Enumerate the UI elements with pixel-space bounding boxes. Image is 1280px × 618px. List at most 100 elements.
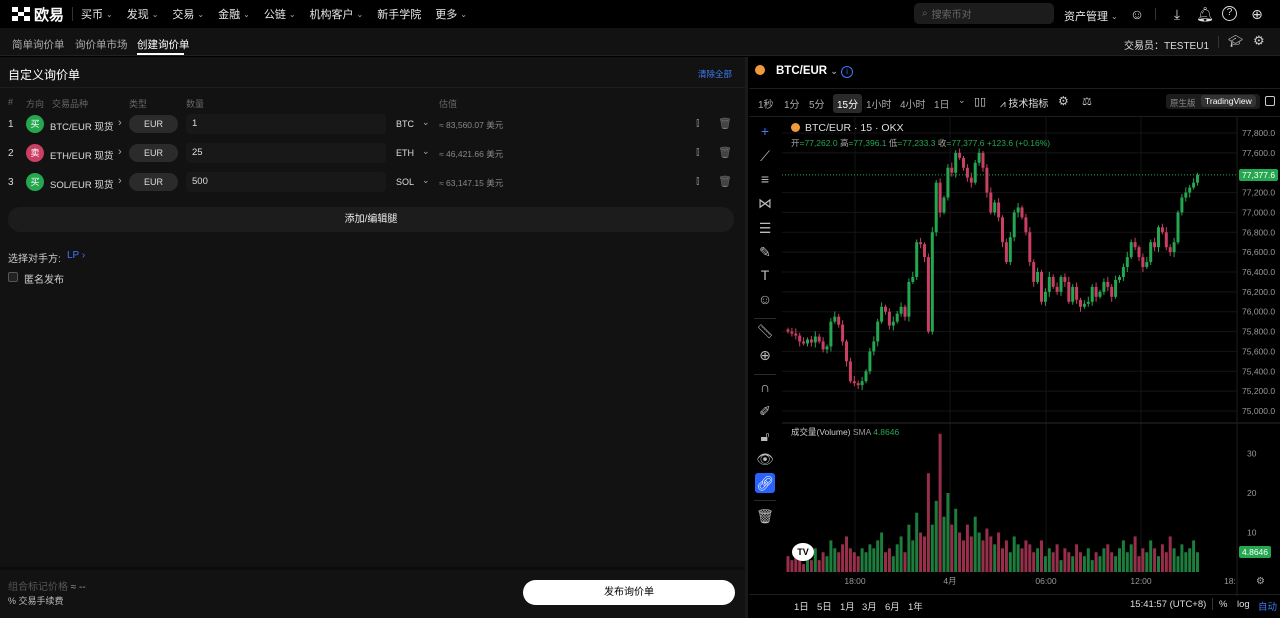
axis-settings-icon[interactable]: ⚙ (1256, 576, 1265, 587)
compare-icon[interactable]: ⚖ (1082, 96, 1092, 108)
trash-icon[interactable]: 🗑︎ (718, 118, 732, 130)
panel-resize-handle[interactable] (745, 57, 748, 618)
tab-create-rfq[interactable]: 创建询价单 (137, 39, 190, 51)
instrument-name[interactable]: BTC/EUR 现货 (50, 122, 114, 133)
quantity-input[interactable]: 25 (186, 143, 386, 163)
chevron-down-icon[interactable]: ⌄ (958, 95, 966, 105)
percent-toggle[interactable]: % (1219, 599, 1228, 610)
range-0[interactable]: 1日 (794, 602, 809, 613)
help-icon[interactable]: ? (1222, 6, 1237, 21)
nav-item[interactable]: 发现 ⌄ (127, 6, 159, 22)
range-5[interactable]: 1年 (908, 602, 923, 613)
timeframe-4[interactable]: 1小时 (866, 100, 892, 111)
trash-icon[interactable]: 🗑︎ (718, 176, 732, 188)
publish-rfq-button[interactable]: 发布询价单 (523, 580, 735, 605)
unit-selector[interactable]: ETH (396, 148, 414, 158)
type-button[interactable]: EUR (129, 144, 178, 162)
bell-icon[interactable]: 🔔︎ (1196, 6, 1214, 22)
parallel-lines-icon[interactable]: ≡ (760, 171, 770, 187)
search-input[interactable]: ⌕ 搜索币对 (914, 3, 1054, 24)
timeframe-3[interactable]: 15分 (833, 94, 863, 113)
type-button[interactable]: EUR (129, 115, 178, 133)
nav-item[interactable]: 新手学院 (377, 6, 421, 22)
view-native-button[interactable]: 原生版 (1170, 98, 1196, 108)
text-icon[interactable]: T (760, 267, 770, 283)
nav-item[interactable]: 更多 ⌄ (435, 6, 467, 22)
tab-simple-rfq[interactable]: 简单询价单 (12, 39, 65, 51)
pair-selector[interactable]: BTC/EUR ⌄ (776, 65, 838, 77)
trading-fee-link[interactable]: % 交易手续费 (8, 596, 64, 606)
asset-management-menu[interactable]: 资产管理 ⌄ (1064, 8, 1118, 24)
okx-logo[interactable]: 欧易 (12, 4, 64, 25)
log-toggle[interactable]: log (1237, 599, 1250, 610)
chart-toggle-icon[interactable]: ⫾ (696, 117, 700, 129)
chevron-right-icon[interactable]: › (118, 175, 122, 187)
chart-settings-icon[interactable]: ⚙ (1058, 94, 1069, 108)
nav-item[interactable]: 公链 ⌄ (264, 6, 296, 22)
user-icon[interactable]: ☺ (1129, 6, 1145, 22)
chart-toggle-icon[interactable]: ⫾ (696, 146, 700, 158)
nav-item[interactable]: 交易 ⌄ (172, 6, 204, 22)
chevron-right-icon[interactable]: › (118, 117, 122, 129)
download-icon[interactable]: ⤓ (1173, 6, 1181, 22)
chart-toggle-icon[interactable]: ⫾ (696, 175, 700, 187)
nav-item[interactable]: 买币 ⌄ (81, 6, 113, 22)
side-badge[interactable]: 卖 (26, 144, 44, 162)
clear-all-button[interactable]: 清除全部 (698, 69, 733, 79)
academy-icon[interactable]: 🎓︎ (1228, 34, 1244, 48)
info-icon[interactable]: i (841, 66, 853, 78)
zoom-in-icon[interactable]: ⊕ (759, 347, 771, 363)
chevron-right-icon[interactable]: › (118, 146, 122, 158)
globe-icon[interactable]: ⊕ (1251, 6, 1263, 22)
magnet-icon[interactable]: ∩ (759, 379, 771, 395)
chevron-down-icon[interactable]: ⌄ (422, 117, 430, 127)
unit-selector[interactable]: SOL (395, 177, 414, 187)
lock-icon[interactable]: 🔓︎ (760, 428, 770, 444)
timeframe-0[interactable]: 1秒 (758, 100, 774, 111)
type-button[interactable]: EUR (129, 173, 178, 191)
nav-item[interactable]: 机构客户 ⌄ (310, 6, 364, 22)
emoji-icon[interactable]: ☺ (757, 291, 773, 307)
quantity-input[interactable]: 1 (186, 114, 386, 134)
fib-icon[interactable]: ☰ (758, 220, 772, 236)
trash-icon[interactable]: 🗑︎ (756, 508, 774, 524)
crosshair-icon[interactable]: + (760, 123, 770, 139)
quantity-input[interactable]: 500 (186, 172, 386, 192)
ruler-icon[interactable]: 📏︎ (756, 323, 774, 339)
link-icon[interactable]: 🔗︎ (755, 473, 775, 493)
range-3[interactable]: 3月 (862, 602, 877, 613)
indicators-button[interactable]: ⩘ 技术指标 (1000, 95, 1048, 110)
chevron-down-icon[interactable]: ⌄ (422, 175, 430, 185)
candle-type-icon[interactable]: ▯▯ (974, 96, 987, 108)
range-4[interactable]: 6月 (885, 602, 900, 613)
timeframe-5[interactable]: 4小时 (900, 100, 926, 111)
tradingview-logo[interactable]: TV (792, 543, 814, 561)
nav-item[interactable]: 金融 ⌄ (218, 6, 250, 22)
timeframe-1[interactable]: 1分 (784, 100, 800, 111)
trend-line-icon[interactable]: ⟋ (760, 148, 770, 164)
side-badge[interactable]: 买 (26, 173, 44, 191)
lock-drawing-icon[interactable]: ✐ (759, 403, 771, 419)
pattern-icon[interactable]: ⋈ (758, 195, 772, 211)
range-2[interactable]: 1月 (840, 602, 855, 613)
anonymous-checkbox[interactable] (8, 272, 18, 282)
instrument-name[interactable]: SOL/EUR 现货 (50, 180, 114, 191)
timeframe-6[interactable]: 1日 (934, 100, 950, 111)
auto-toggle[interactable]: 自动 (1258, 602, 1278, 613)
counterparty-selector[interactable]: LP › (67, 250, 85, 261)
add-edit-legs-button[interactable]: 添加/编辑腿 (8, 207, 734, 232)
side-badge[interactable]: 买 (26, 115, 44, 133)
instrument-name[interactable]: ETH/EUR 现货 (50, 151, 114, 162)
timeframe-2[interactable]: 5分 (809, 100, 825, 111)
trash-icon[interactable]: 🗑︎ (718, 147, 732, 159)
view-tradingview-button[interactable]: TradingView (1201, 95, 1256, 107)
tab-rfq-market[interactable]: 询价单市场 (75, 39, 128, 51)
range-1[interactable]: 5日 (817, 602, 832, 613)
eye-icon[interactable]: 👁︎ (756, 451, 774, 467)
unit-selector[interactable]: BTC (396, 119, 414, 129)
settings-icon[interactable]: ⚙ (1253, 33, 1265, 48)
brush-icon[interactable]: ✎ (759, 244, 771, 260)
chevron-down-icon[interactable]: ⌄ (422, 146, 430, 156)
price-chart[interactable]: 77,800.0 77,600.0 77,200.0 77,000.0 76,800.0… (782, 117, 1280, 596)
fullscreen-icon[interactable] (1265, 96, 1275, 106)
